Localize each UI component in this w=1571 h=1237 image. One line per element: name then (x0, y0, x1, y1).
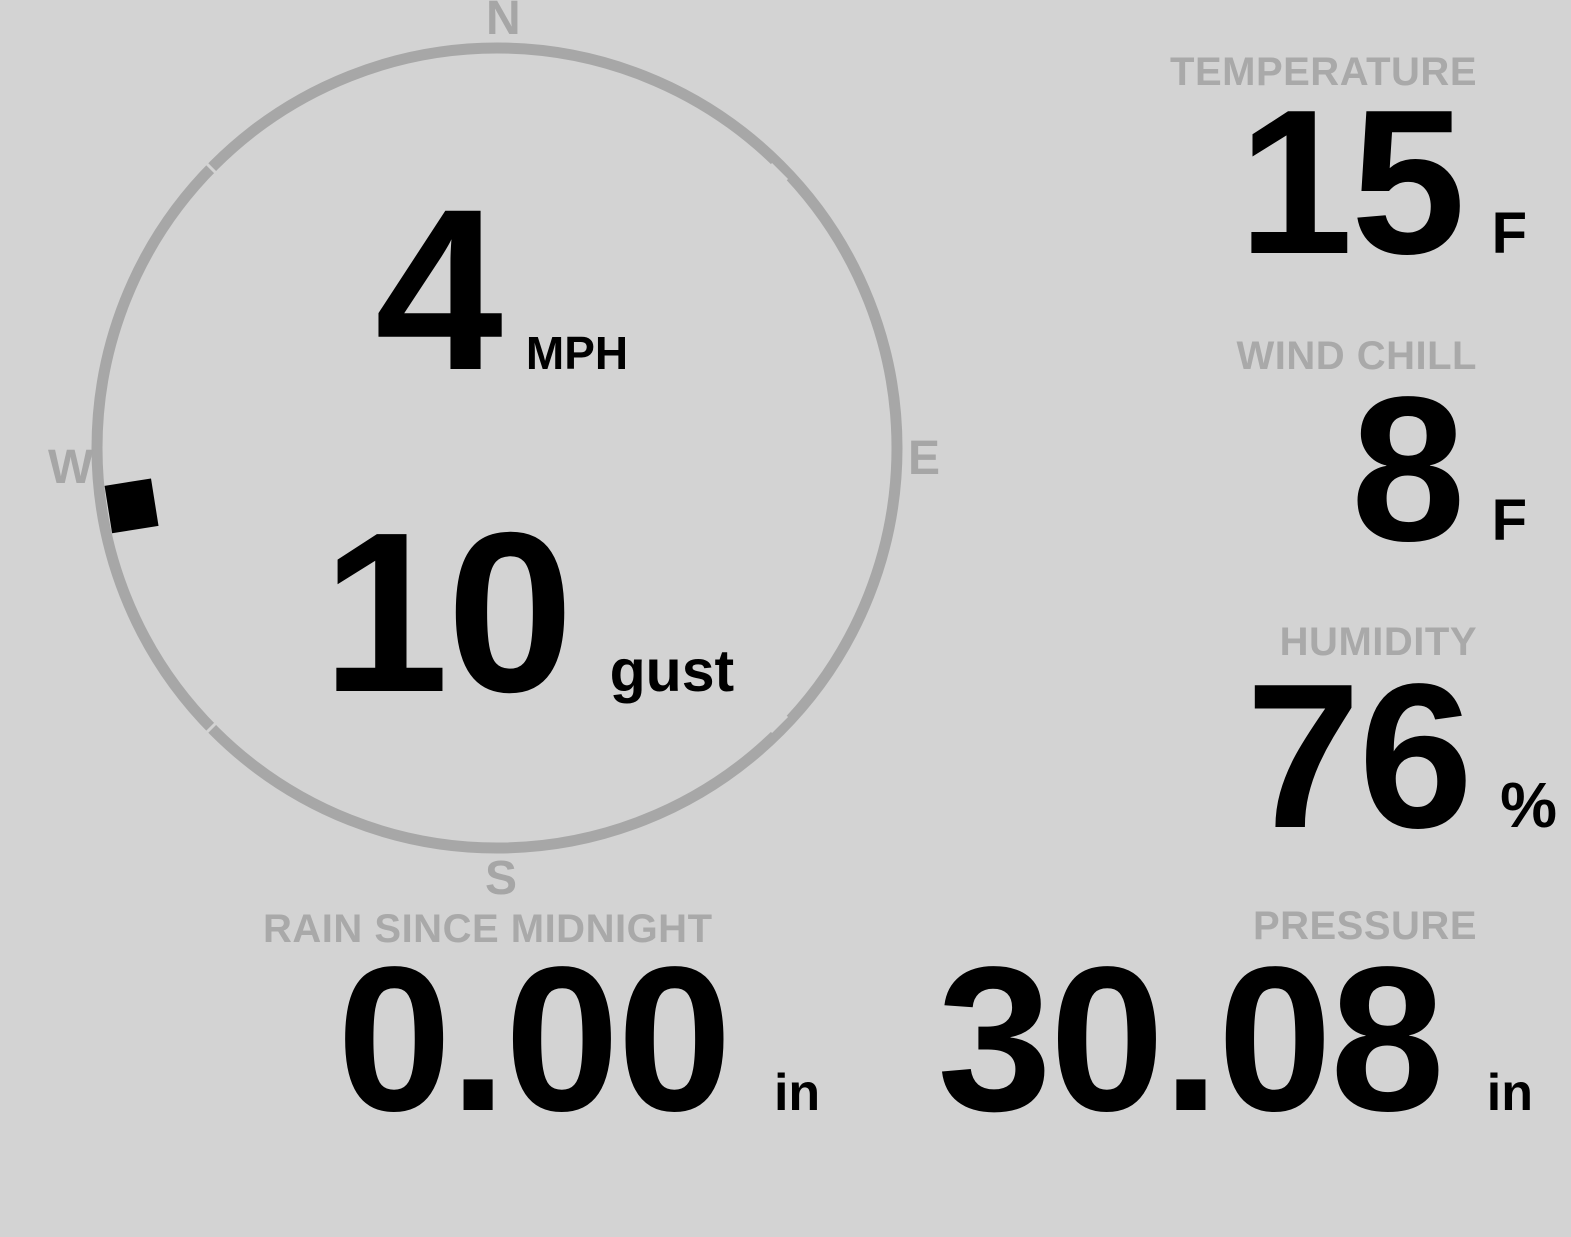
humidity-label: HUMIDITY (1279, 620, 1477, 664)
wind-direction-marker (104, 478, 159, 534)
compass-south-label: S (485, 852, 518, 905)
wind-speed-row: 4 MPH (375, 175, 628, 405)
rain-since-midnight-value-row: 0.00 in (337, 936, 820, 1142)
temperature-label: TEMPERATURE (1170, 50, 1477, 94)
rain-since-midnight-value: 0.00 (337, 924, 732, 1154)
compass-west-label: W (48, 441, 94, 494)
wind-gust-value: 10 (322, 486, 574, 740)
wind-chill-unit: F (1491, 488, 1527, 553)
temperature-value: 15 (1238, 67, 1465, 297)
wind-speed-value: 4 (375, 161, 503, 418)
temperature-value-row: 15 F (1238, 79, 1527, 285)
temperature-unit: F (1491, 201, 1527, 266)
wind-chill-value: 8 (1350, 354, 1466, 584)
compass-ring (91, 42, 903, 854)
pressure-unit: in (1486, 1064, 1533, 1122)
humidity-unit: % (1500, 769, 1557, 841)
wind-chill-label: WIND CHILL (1236, 334, 1477, 378)
rain-since-midnight-unit: in (773, 1064, 821, 1122)
wind-gust-unit: gust (609, 638, 735, 704)
compass-ring-segment-breaks (205, 162, 789, 734)
humidity-value: 76 (1245, 641, 1473, 871)
humidity-value-row: 76 % (1246, 653, 1557, 859)
rain-since-midnight-label: RAIN SINCE MIDNIGHT (263, 907, 713, 951)
pressure-label: PRESSURE (1252, 904, 1477, 948)
pressure-value: 30.08 (937, 924, 1445, 1154)
compass-east-label: E (908, 432, 941, 485)
compass-north-label: N (486, 0, 521, 45)
wind-speed-unit: MPH (525, 327, 629, 379)
pressure-value-row: 30.08 in (937, 936, 1533, 1142)
wind-chill-value-row: 8 F (1351, 366, 1527, 572)
wind-gust-row: 10 gust (322, 499, 734, 727)
